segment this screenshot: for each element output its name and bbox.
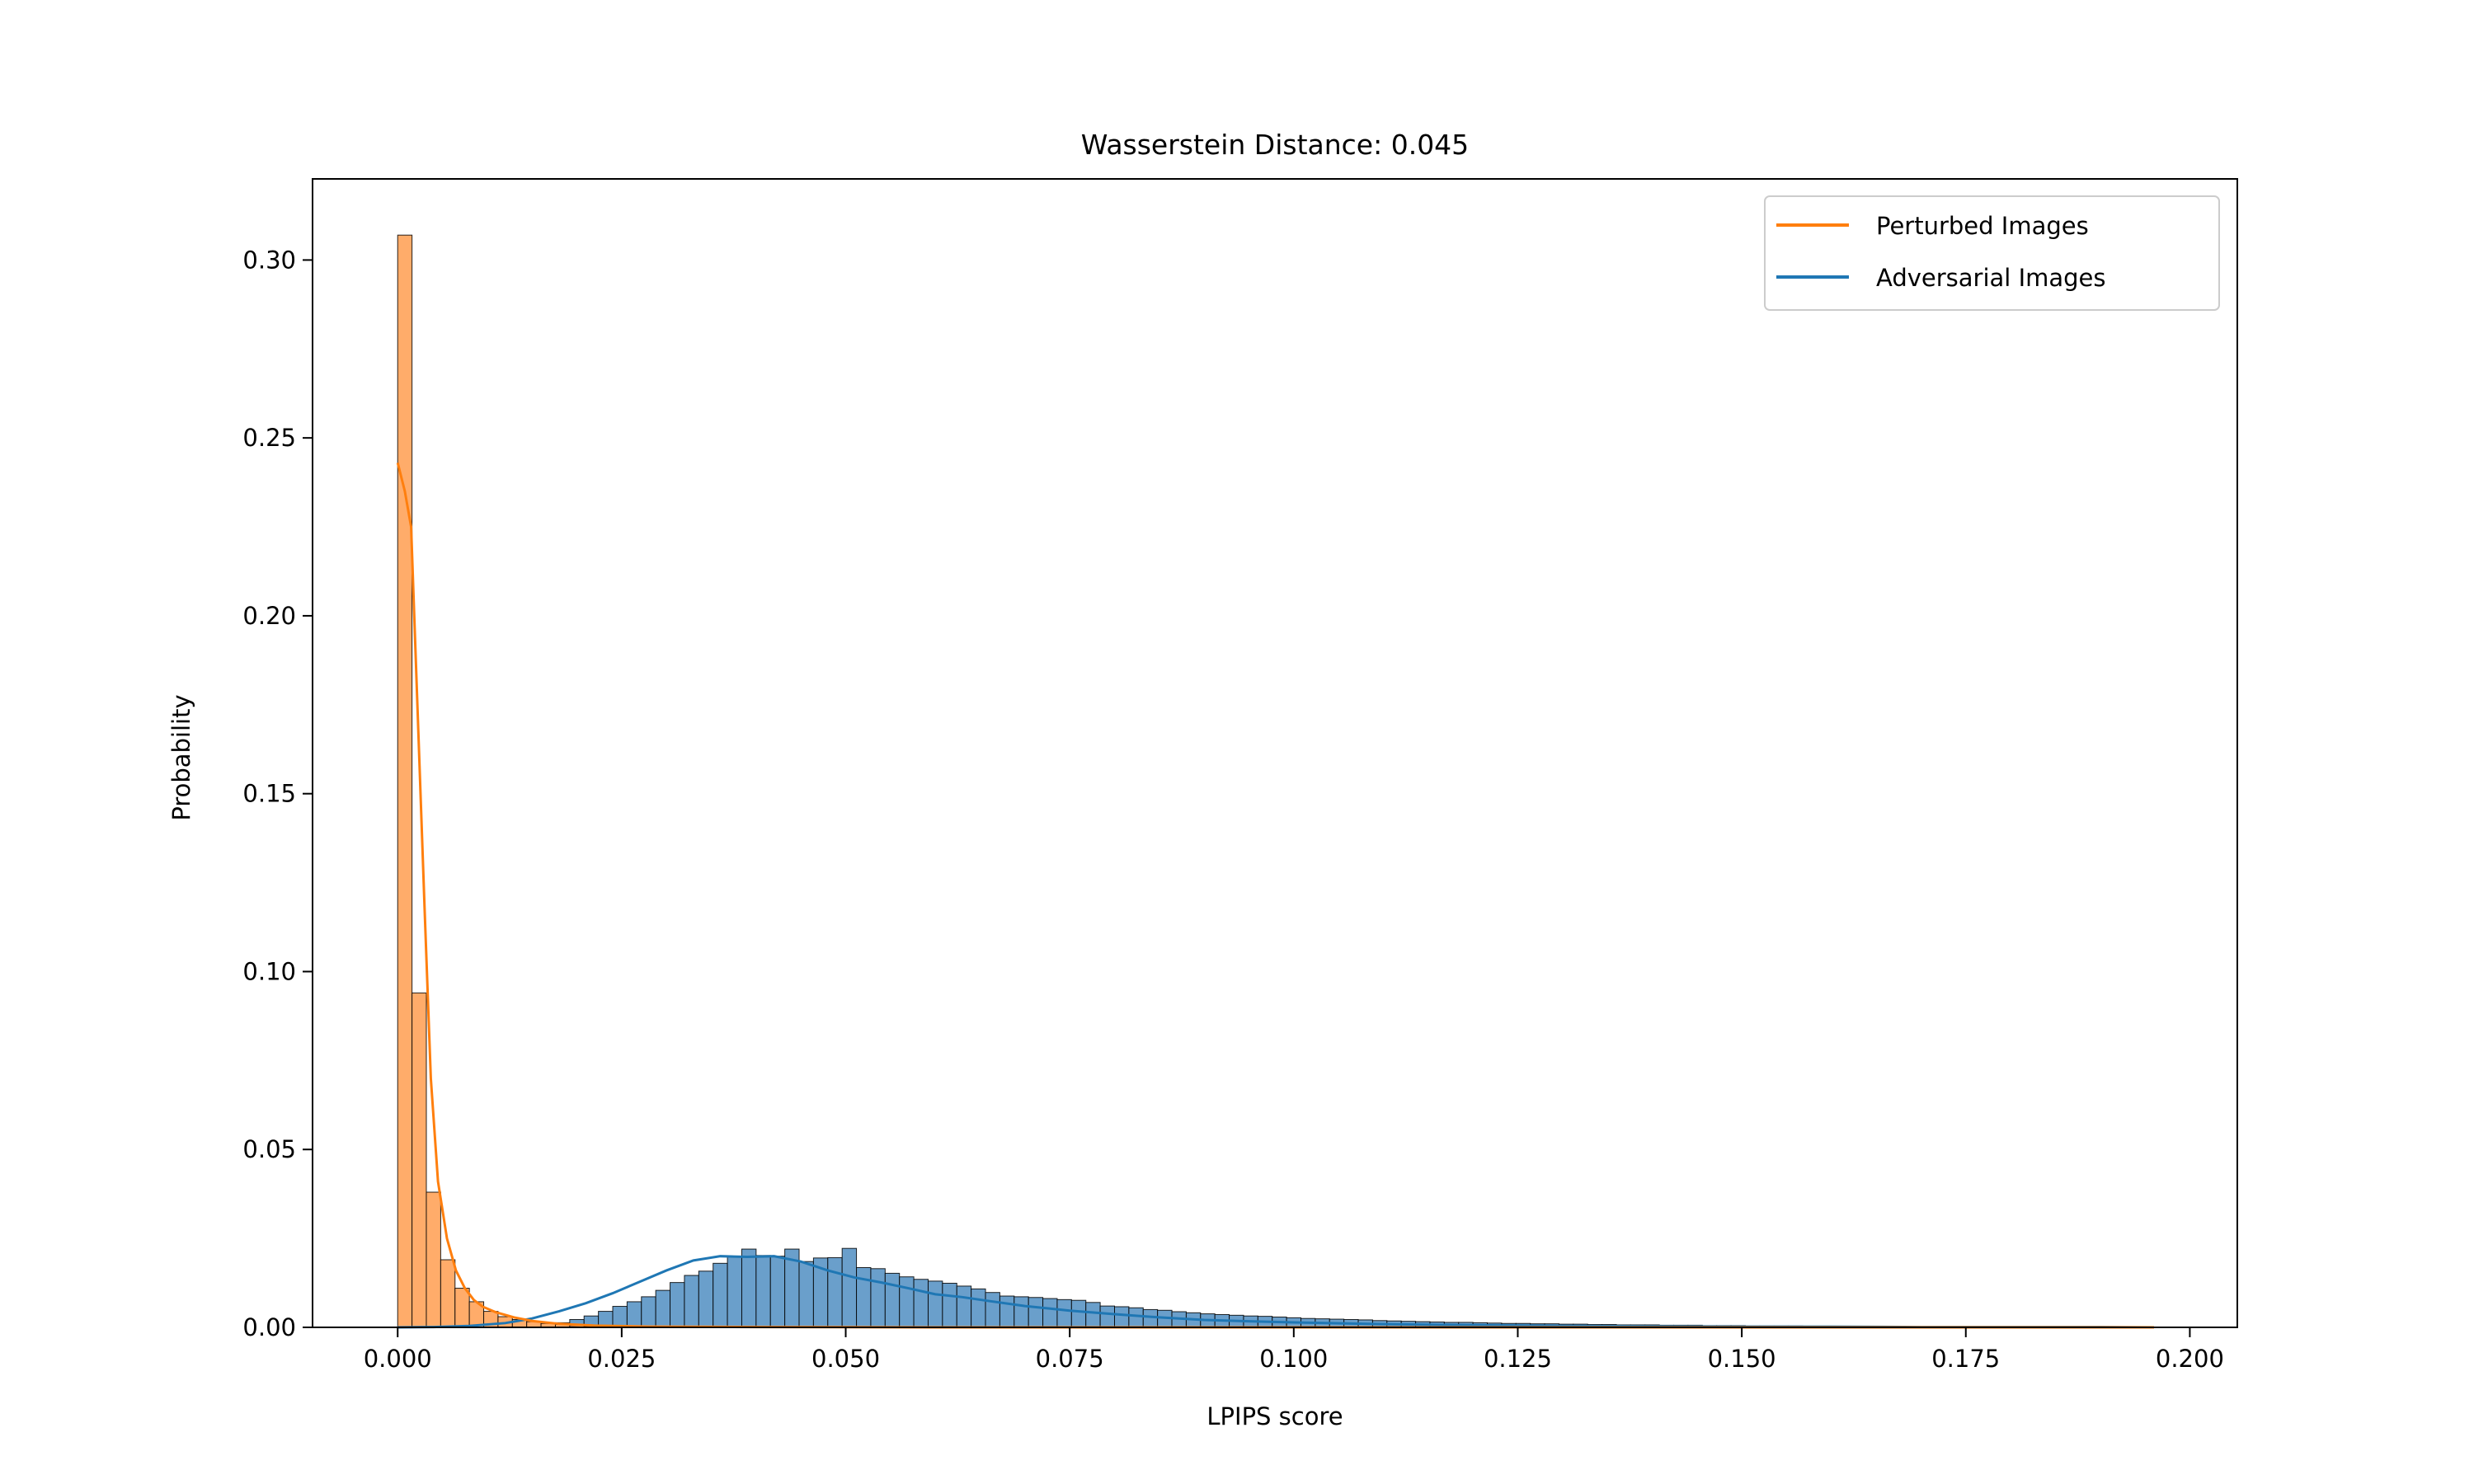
y-tick-label-3: 0.15 [242,780,296,808]
perturbed-kde-line [396,463,2154,1329]
axes-frame [312,178,2238,1328]
perturbed-bar-4 [454,1288,470,1328]
adversarial-bar-35 [899,1276,915,1328]
adversarial-bar-52 [1142,1308,1159,1328]
adversarial-bar-33 [870,1268,886,1328]
adversarial-bar-21 [698,1270,714,1328]
y-tick-label-4: 0.20 [242,602,296,630]
adversarial-bar-31 [841,1247,858,1328]
y-tick-label-6: 0.30 [242,246,296,274]
adversarial-bar-44 [1028,1297,1044,1328]
perturbed-bar-3 [440,1259,456,1328]
adversarial-bar-45 [1042,1298,1058,1328]
adversarial-bar-16 [626,1301,642,1328]
perturbed-bar-2 [426,1191,441,1328]
adversarial-bar-36 [913,1279,929,1328]
adversarial-bar-20 [684,1275,699,1328]
adversarial-bar-30 [827,1256,843,1328]
plot-area [396,234,2154,1329]
adversarial-histogram [497,1247,2147,1328]
y-tick-label-1: 0.05 [242,1135,296,1163]
adversarial-bar-25 [755,1255,771,1328]
adversarial-bar-22 [713,1262,728,1328]
adversarial-bar-47 [1070,1299,1087,1328]
x-tick-label-8: 0.200 [2156,1345,2224,1373]
y-axis-label: Probability [167,694,195,820]
legend: Perturbed Images Adversarial Images [1764,195,2220,311]
x-axis-ticks: 0.000 0.025 0.050 0.075 0.100 0.125 0.150 0.175… [364,1327,2224,1373]
adversarial-bar-51 [1128,1307,1144,1328]
y-tick-label-0: 0.00 [242,1313,296,1341]
x-tick-label-2: 0.050 [811,1345,880,1373]
x-tick-label-3: 0.075 [1036,1345,1104,1373]
adversarial-bar-34 [884,1272,901,1328]
adversarial-bar-17 [641,1296,656,1328]
x-tick-label-0: 0.000 [364,1345,432,1373]
adversarial-bar-26 [769,1256,786,1328]
adversarial-bar-42 [999,1295,1015,1328]
x-tick-label-5: 0.125 [1484,1345,1552,1373]
adversarial-bar-39 [956,1285,972,1328]
adversarial-bar-28 [798,1261,814,1328]
chart-title: Wasserstein Distance: 0.045 [1081,129,1469,161]
adversarial-bar-37 [927,1280,943,1328]
adversarial-bar-49 [1099,1305,1115,1328]
x-tick-label-1: 0.025 [587,1345,656,1373]
adversarial-bar-40 [971,1288,986,1328]
perturbed-bar-1 [412,992,427,1328]
adversarial-bar-46 [1056,1298,1072,1328]
x-tick-label-6: 0.150 [1708,1345,1776,1373]
adversarial-bar-23 [727,1256,742,1328]
adversarial-bar-43 [1014,1296,1029,1328]
adversarial-bar-19 [670,1282,685,1328]
x-tick-label-7: 0.175 [1931,1345,2000,1373]
x-axis-label: LPIPS score [1206,1402,1343,1430]
legend-label-perturbed: Perturbed Images [1876,212,2089,240]
adversarial-bar-48 [1085,1302,1101,1328]
legend-label-adversarial: Adversarial Images [1876,264,2106,292]
adversarial-bar-41 [985,1292,1000,1328]
adversarial-bar-24 [741,1248,757,1328]
legend-box [1764,195,2220,311]
adversarial-bar-50 [1114,1306,1130,1328]
adversarial-bar-38 [942,1282,957,1328]
y-tick-label-2: 0.10 [242,957,296,985]
adversarial-bar-15 [612,1306,628,1328]
y-tick-label-5: 0.25 [242,424,296,452]
y-axis-ticks: 0.00 0.05 0.10 0.15 0.20 0.25 0.30 [242,246,313,1341]
perturbed-bar-0 [397,234,413,1328]
adversarial-bar-18 [655,1289,671,1328]
x-tick-label-4: 0.100 [1259,1345,1328,1373]
adversarial-bar-32 [856,1267,872,1328]
